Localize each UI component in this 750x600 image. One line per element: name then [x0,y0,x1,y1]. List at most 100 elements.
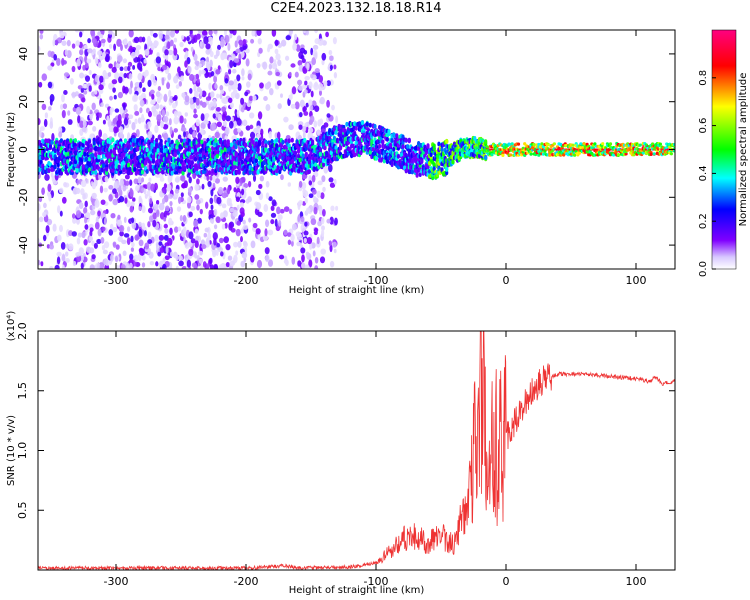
noise-cell [120,44,123,51]
noise-cell [229,102,234,109]
noise-cell [107,72,112,77]
noise-cell [263,204,269,212]
noise-cell [220,39,225,48]
noise-cell [255,202,262,210]
noise-cell [239,202,244,208]
noise-cell [335,205,339,211]
band-cell [293,150,297,156]
noise-cell [239,199,246,204]
band-cell [122,167,126,173]
noise-cell [58,187,64,194]
noise-cell [240,97,245,105]
noise-cell [319,96,325,105]
noise-cell [52,38,56,47]
noise-cell [94,221,100,230]
noise-cell [112,242,117,248]
noise-cell [294,33,298,41]
noise-cell [179,115,184,124]
noise-cell [279,208,285,214]
noise-cell [235,48,241,54]
noise-cell [210,204,214,211]
noise-cell [199,265,204,269]
noise-cell [215,49,220,57]
noise-cell [101,51,106,59]
noise-cell [61,40,67,46]
noise-cell [317,119,322,127]
noise-cell [154,234,159,242]
noise-cell [313,206,318,215]
noise-cell [317,180,323,186]
noise-cell [91,182,96,190]
noise-cell [332,37,337,45]
noise-cell [237,127,242,133]
noise-cell [126,237,131,245]
noise-cell [150,30,154,37]
noise-cell [128,87,133,95]
noise-cell [114,71,120,81]
noise-cell [153,203,159,211]
noise-cell [98,112,102,119]
noise-cell [274,218,278,227]
noise-cell [153,182,158,191]
band-cell [254,158,258,164]
noise-cell [323,122,329,128]
noise-cell [134,118,138,125]
noise-cell [303,230,309,236]
noise-cell [100,199,106,205]
noise-cell [123,66,129,72]
noise-cell [119,72,124,77]
noise-cell [216,196,222,205]
band-cell [392,146,396,152]
band-cell [50,140,54,145]
noise-cell [221,97,227,104]
noise-cell [280,174,284,181]
noise-cell [292,43,297,51]
noise-cell [335,115,339,124]
noise-cell [297,79,303,86]
noise-cell [298,233,303,239]
noise-cell [219,92,223,100]
band-cell [298,157,302,163]
noise-cell [294,101,300,110]
noise-cell [123,86,129,94]
noise-cell [221,106,227,113]
band-cell [426,144,430,149]
noise-cell [280,93,283,98]
noise-cell [148,215,154,223]
noise-cell [144,48,150,56]
band-cell [73,138,77,143]
noise-cell [44,173,50,181]
noise-cell [274,48,279,55]
noise-cell [123,117,129,126]
noise-cell [196,33,201,40]
noise-cell [161,263,167,269]
noise-cell [55,39,59,46]
noise-cell [144,193,148,199]
noise-cell [87,38,91,44]
noise-cell [112,198,118,206]
noise-cell [102,249,109,255]
noise-cell [69,78,74,85]
noise-cell [190,238,196,244]
noise-cell [187,201,191,209]
noise-cell [264,247,270,255]
noise-cell [74,30,80,33]
noise-cell [313,120,318,128]
noise-cell [196,78,200,84]
noise-cell [143,58,147,64]
noise-cell [158,241,163,246]
noise-cell [199,41,203,47]
noise-cell [307,127,314,134]
noise-cell [103,217,107,225]
noise-cell [304,80,308,86]
noise-cell [75,106,82,115]
band-cell [243,142,248,148]
noise-cell [56,205,61,214]
noise-cell [39,33,44,40]
noise-cell [308,259,313,268]
noise-cell [333,248,337,254]
noise-cell [156,209,160,218]
noise-cell [146,35,152,44]
noise-cell [235,176,240,185]
noise-cell [155,200,160,205]
